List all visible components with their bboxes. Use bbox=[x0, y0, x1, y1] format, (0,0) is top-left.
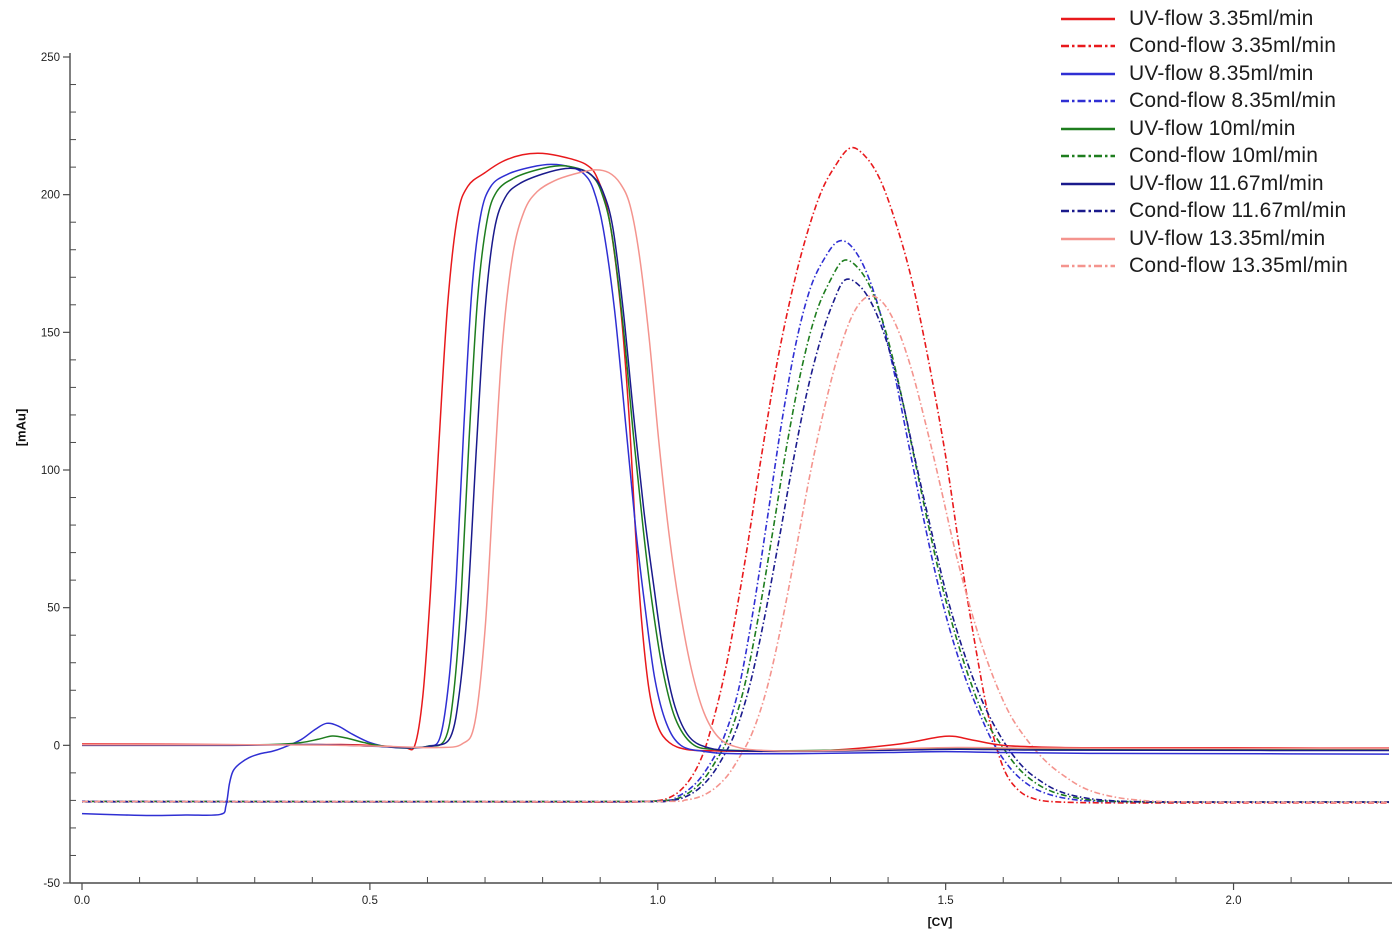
x-tick-label: 0.0 bbox=[74, 895, 90, 907]
x-tick-label: 1.0 bbox=[650, 895, 666, 907]
legend-item: UV-flow 3.35ml/min bbox=[1060, 5, 1348, 33]
legend-item: Cond-flow 3.35ml/min bbox=[1060, 33, 1348, 61]
legend-swatch-line bbox=[1061, 44, 1115, 48]
legend-item: Cond-flow 11.67ml/min bbox=[1060, 198, 1348, 226]
x-tick-label: 1.5 bbox=[938, 895, 954, 907]
x-tick-label: 0.5 bbox=[362, 895, 378, 907]
legend: UV-flow 3.35ml/min Cond-flow 3.35ml/min UV… bbox=[1060, 5, 1348, 280]
legend-label: UV-flow 10ml/min bbox=[1129, 116, 1296, 140]
series-curve-uv-flow-13.35ml-min bbox=[81, 169, 1390, 752]
legend-item: UV-flow 13.35ml/min bbox=[1060, 225, 1348, 253]
legend-swatch-line bbox=[1061, 182, 1115, 186]
legend-swatch-line bbox=[1061, 237, 1115, 241]
legend-label: Cond-flow 3.35ml/min bbox=[1129, 34, 1337, 58]
y-tick-label: 50 bbox=[47, 603, 60, 615]
legend-label: UV-flow 11.67ml/min bbox=[1129, 171, 1324, 195]
legend-swatch-line bbox=[1061, 154, 1115, 158]
legend-swatch-line bbox=[1061, 127, 1115, 131]
legend-swatch-line bbox=[1061, 209, 1115, 213]
legend-swatch-line bbox=[1061, 99, 1115, 103]
legend-item: UV-flow 11.67ml/min bbox=[1060, 170, 1348, 198]
legend-item: Cond-flow 13.35ml/min bbox=[1060, 253, 1348, 281]
legend-swatch-line bbox=[1061, 72, 1115, 76]
y-tick-label: 0 bbox=[54, 740, 60, 752]
series-curve-cond-flow-8.35ml-min bbox=[81, 239, 1390, 803]
legend-label: Cond-flow 10ml/min bbox=[1129, 144, 1319, 168]
legend-swatch-line bbox=[1061, 264, 1115, 268]
legend-label: Cond-flow 13.35ml/min bbox=[1129, 254, 1348, 278]
legend-item: Cond-flow 8.35ml/min bbox=[1060, 88, 1348, 116]
legend-label: UV-flow 8.35ml/min bbox=[1129, 61, 1314, 85]
legend-item: UV-flow 8.35ml/min bbox=[1060, 60, 1348, 88]
series-curve-cond-flow-11.67ml-min bbox=[82, 278, 1390, 803]
legend-label: Cond-flow 11.67ml/min bbox=[1129, 199, 1347, 223]
legend-item: UV-flow 10ml/min bbox=[1060, 115, 1348, 143]
legend-label: UV-flow 13.35ml/min bbox=[1129, 226, 1326, 250]
y-tick-label: 100 bbox=[41, 465, 60, 477]
y-tick-label: 200 bbox=[41, 190, 60, 202]
y-tick-label: 250 bbox=[41, 52, 60, 64]
legend-item: Cond-flow 10ml/min bbox=[1060, 143, 1348, 171]
series-curve-cond-flow-13.35ml-min bbox=[82, 295, 1390, 804]
series-curve-uv-flow-8.35ml-min bbox=[81, 163, 1390, 817]
y-tick-label: -50 bbox=[43, 878, 60, 890]
x-axis-title: [CV] bbox=[927, 915, 953, 929]
x-tick-label: 2.0 bbox=[1226, 895, 1242, 907]
legend-swatch-line bbox=[1061, 17, 1115, 21]
y-axis-title: [mAu] bbox=[13, 408, 29, 447]
series-curve-cond-flow-10ml-min bbox=[82, 259, 1390, 803]
legend-label: UV-flow 3.35ml/min bbox=[1129, 6, 1314, 30]
legend-label: Cond-flow 8.35ml/min bbox=[1129, 89, 1337, 113]
y-tick-label: 150 bbox=[41, 327, 60, 339]
